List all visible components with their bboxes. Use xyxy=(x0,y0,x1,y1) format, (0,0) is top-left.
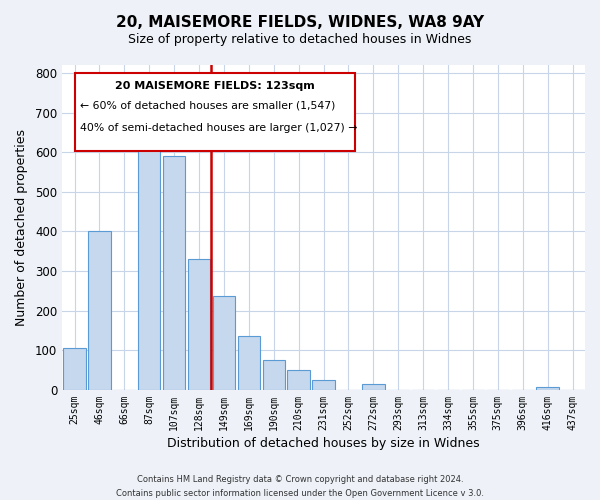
Text: 40% of semi-detached houses are larger (1,027) →: 40% of semi-detached houses are larger (… xyxy=(80,124,358,134)
Bar xyxy=(163,156,185,390)
Text: Size of property relative to detached houses in Widnes: Size of property relative to detached ho… xyxy=(128,32,472,46)
Bar xyxy=(362,384,385,390)
Bar xyxy=(536,387,559,390)
Text: ← 60% of detached houses are smaller (1,547): ← 60% of detached houses are smaller (1,… xyxy=(80,100,336,110)
Text: 20 MAISEMORE FIELDS: 123sqm: 20 MAISEMORE FIELDS: 123sqm xyxy=(115,81,315,91)
FancyBboxPatch shape xyxy=(75,73,355,151)
Text: 20, MAISEMORE FIELDS, WIDNES, WA8 9AY: 20, MAISEMORE FIELDS, WIDNES, WA8 9AY xyxy=(116,15,484,30)
Bar xyxy=(238,336,260,390)
Bar xyxy=(188,259,210,390)
Bar xyxy=(313,380,335,390)
Bar xyxy=(287,370,310,390)
Bar xyxy=(263,360,285,390)
X-axis label: Distribution of detached houses by size in Widnes: Distribution of detached houses by size … xyxy=(167,437,480,450)
Bar xyxy=(213,296,235,390)
Y-axis label: Number of detached properties: Number of detached properties xyxy=(15,129,28,326)
Bar xyxy=(88,232,110,390)
Bar xyxy=(138,146,160,390)
Text: Contains HM Land Registry data © Crown copyright and database right 2024.
Contai: Contains HM Land Registry data © Crown c… xyxy=(116,476,484,498)
Bar xyxy=(64,348,86,390)
